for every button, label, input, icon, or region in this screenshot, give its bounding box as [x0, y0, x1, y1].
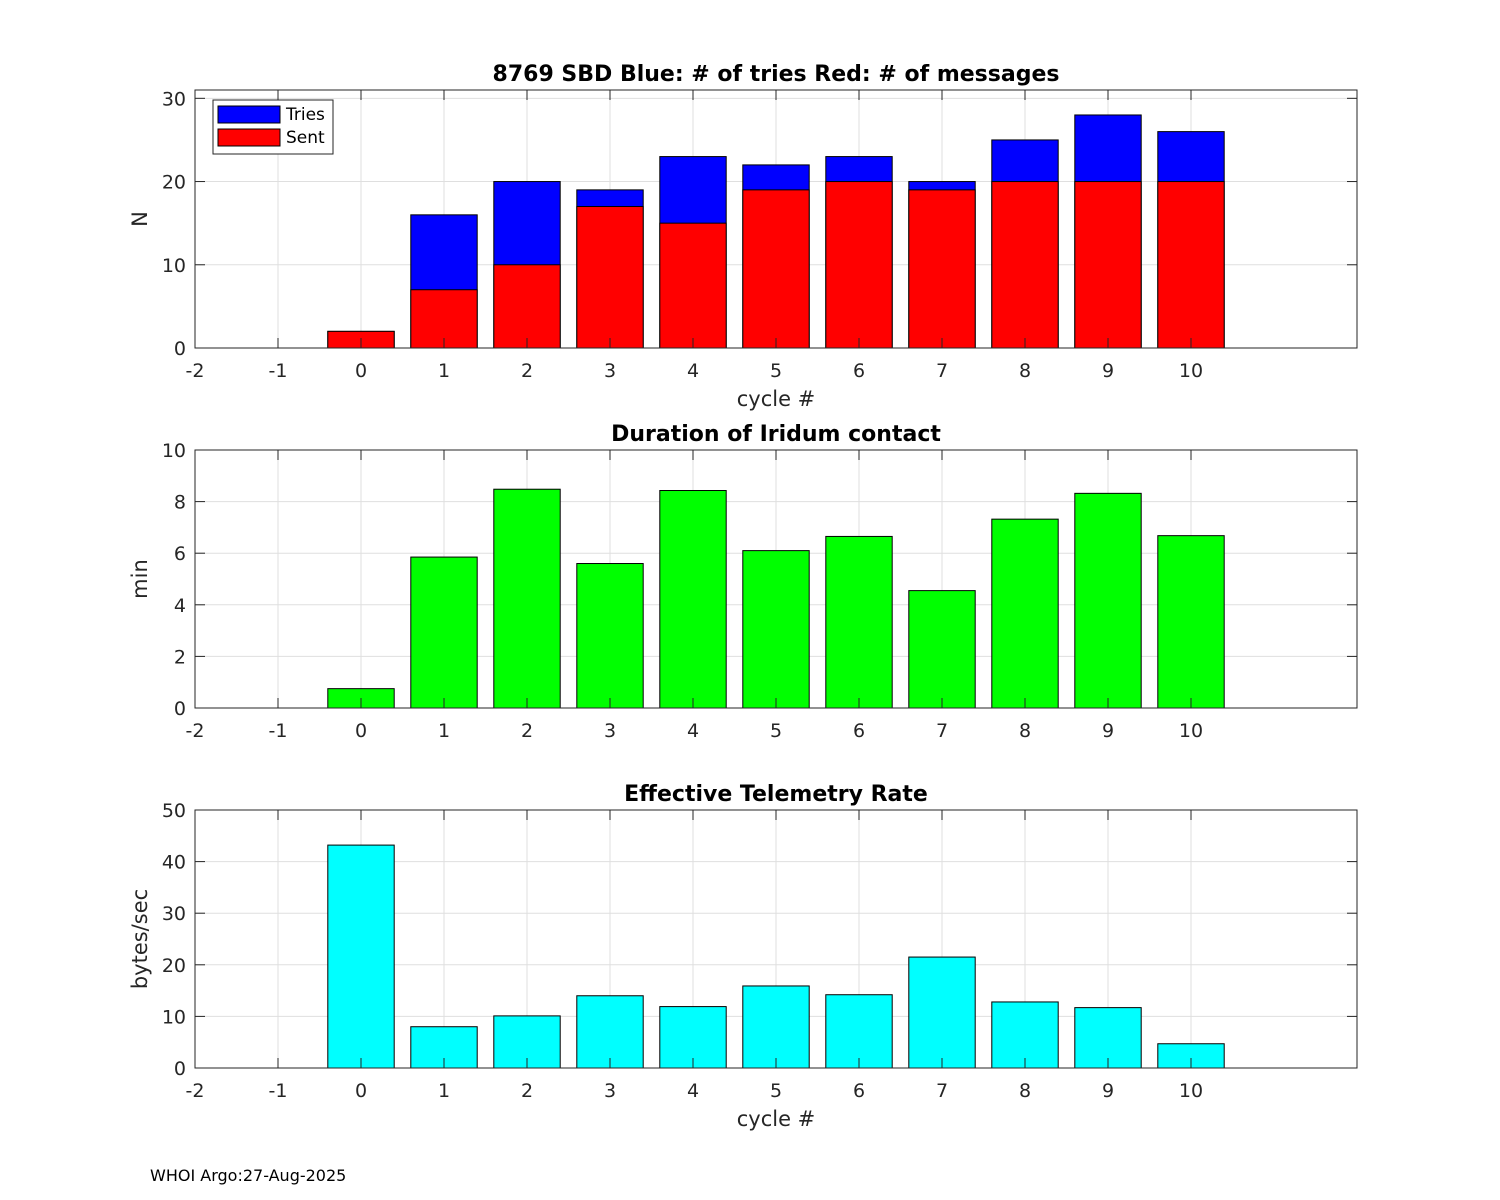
x-tick-label: 7 [936, 360, 948, 382]
y-tick-label: 50 [162, 800, 186, 822]
chart-panel-2: -2 -1 0 1 2 3 4 5 6 7 8 9 10 0 2 4 6 8 10 Duration of Iridu… [128, 422, 1358, 742]
bar-sent-cycle-7 [908, 189, 976, 349]
footer-text: WHOI Argo:27-Aug-2025 [150, 1166, 347, 1185]
x-tick-label: -2 [186, 360, 205, 382]
bar-duration-cycle-7 [908, 590, 976, 709]
x-tick-label: -1 [269, 1080, 288, 1102]
x-tick-label: 1 [438, 1080, 450, 1102]
x-tick-label: 5 [770, 720, 782, 742]
chart-title: 8769 SBD Blue: # of tries Red: # of mess… [493, 62, 1060, 87]
bar-rate-cycle-4 [659, 1006, 727, 1069]
bar-sent-cycle-9 [1074, 181, 1142, 349]
x-tick-label: 0 [355, 1080, 367, 1102]
x-tick-label: 2 [521, 1080, 533, 1102]
x-tick-label: 10 [1179, 720, 1203, 742]
x-tick-label: 6 [853, 1080, 865, 1102]
bar-duration-cycle-9 [1074, 492, 1142, 709]
bar-sent-cycle-4 [659, 222, 727, 349]
x-tick-label: 3 [604, 720, 616, 742]
x-tick-label: 6 [853, 360, 865, 382]
x-tick-label: -2 [186, 1080, 205, 1102]
x-tick-label: 10 [1179, 1080, 1203, 1102]
bar-rate-cycle-0 [327, 844, 395, 1069]
y-axis-label: bytes/sec [128, 889, 152, 989]
x-tick-label: 0 [355, 360, 367, 382]
bar-sent-cycle-5 [742, 189, 810, 349]
x-tick-label: 0 [355, 720, 367, 742]
x-tick-label: 5 [770, 1080, 782, 1102]
x-tick-label: -1 [269, 720, 288, 742]
x-tick-label: 7 [936, 720, 948, 742]
y-tick-label: 40 [162, 852, 186, 874]
bar-sent-cycle-8 [991, 181, 1059, 349]
bar-duration-cycle-8 [991, 518, 1059, 709]
chart-panel-1: -2 -1 0 1 2 3 4 5 6 7 8 9 10 0 10 20 30 8769 SBD Blue: # … [128, 62, 1358, 411]
y-tick-label: 10 [162, 255, 186, 277]
bar-duration-cycle-2 [493, 488, 561, 709]
x-tick-label: -1 [269, 360, 288, 382]
x-tick-label: 1 [438, 720, 450, 742]
y-tick-label: 8 [174, 492, 186, 514]
x-axis-label: cycle # [737, 387, 816, 411]
x-axis-label: cycle # [737, 1107, 816, 1131]
x-tick-label: 8 [1019, 1080, 1031, 1102]
bar-duration-cycle-10 [1157, 535, 1225, 709]
legend-swatch-tries [217, 105, 281, 124]
x-tick-label: 3 [604, 360, 616, 382]
y-tick-label: 10 [162, 440, 186, 462]
legend-label-tries: Tries [285, 105, 325, 125]
bar-rate-cycle-6 [825, 994, 893, 1069]
y-axis-label: N [128, 211, 152, 227]
x-tick-label: -2 [186, 720, 205, 742]
bar-duration-cycle-5 [742, 550, 810, 709]
chart-title: Effective Telemetry Rate [624, 782, 928, 807]
bar-sent-cycle-6 [825, 181, 893, 349]
x-tick-label: 6 [853, 720, 865, 742]
x-tick-label: 10 [1179, 360, 1203, 382]
x-tick-label: 9 [1102, 360, 1114, 382]
chart-panel-3: -2 -1 0 1 2 3 4 5 6 7 8 9 10 0 10 20 30 40 50 Effective Tel… [128, 782, 1358, 1131]
y-tick-label: 20 [162, 172, 186, 194]
x-tick-label: 5 [770, 360, 782, 382]
bar-duration-cycle-3 [576, 563, 644, 709]
bar-sent-cycle-10 [1157, 181, 1225, 349]
chart-title: Duration of Iridum contact [611, 422, 941, 447]
bar-rate-cycle-7 [908, 956, 976, 1069]
x-tick-label: 7 [936, 1080, 948, 1102]
x-tick-label: 8 [1019, 720, 1031, 742]
x-tick-label: 2 [521, 360, 533, 382]
bar-duration-cycle-4 [659, 490, 727, 709]
legend: Tries Sent [212, 99, 334, 155]
bar-rate-cycle-3 [576, 995, 644, 1069]
x-tick-label: 9 [1102, 720, 1114, 742]
y-tick-label: 6 [174, 543, 186, 565]
bar-duration-cycle-1 [410, 556, 478, 709]
bar-duration-cycle-6 [825, 535, 893, 709]
y-tick-label: 2 [174, 646, 186, 668]
legend-label-sent: Sent [286, 128, 325, 148]
x-tick-label: 2 [521, 720, 533, 742]
y-tick-label: 30 [162, 903, 186, 925]
y-tick-label: 0 [174, 698, 186, 720]
y-tick-label: 30 [162, 88, 186, 110]
legend-swatch-sent [217, 128, 281, 147]
bar-sent-cycle-2 [493, 264, 561, 349]
x-tick-label: 9 [1102, 1080, 1114, 1102]
x-tick-label: 1 [438, 360, 450, 382]
bar-rate-cycle-9 [1074, 1007, 1142, 1069]
x-tick-label: 3 [604, 1080, 616, 1102]
x-tick-label: 8 [1019, 360, 1031, 382]
y-tick-label: 20 [162, 955, 186, 977]
y-tick-label: 0 [174, 338, 186, 360]
bar-rate-cycle-5 [742, 985, 810, 1069]
y-tick-label: 4 [174, 595, 186, 617]
y-axis-label: min [128, 559, 152, 599]
bar-sent-cycle-3 [576, 206, 644, 349]
x-tick-label: 4 [687, 1080, 699, 1102]
y-tick-label: 0 [174, 1058, 186, 1080]
x-tick-label: 4 [687, 720, 699, 742]
x-tick-label: 4 [687, 360, 699, 382]
y-tick-label: 10 [162, 1006, 186, 1028]
